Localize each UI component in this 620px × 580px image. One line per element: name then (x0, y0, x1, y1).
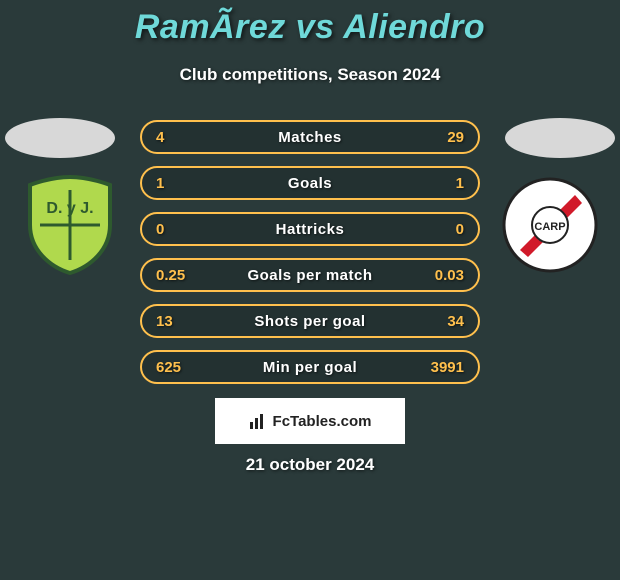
stat-left-value: 1 (156, 175, 206, 192)
badge-right-text: CARP (534, 221, 565, 233)
page-subtitle: Club competitions, Season 2024 (0, 65, 620, 85)
team-right-badge: CARP (500, 175, 600, 275)
stat-left-value: 4 (156, 129, 206, 146)
stat-label: Goals (206, 175, 414, 192)
stat-right-value: 1 (414, 175, 464, 192)
footer-brand-text: FcTables.com (273, 413, 372, 430)
stat-right-value: 3991 (414, 359, 464, 376)
stats-table: 4Matches29 1Goals1 0Hattricks0 0.25Goals pe… (140, 120, 480, 384)
player-left-silhouette (5, 118, 115, 158)
stat-label: Matches (206, 129, 414, 146)
stat-row: 0Hattricks0 (140, 212, 480, 246)
stat-row: 1Goals1 (140, 166, 480, 200)
stat-right-value: 34 (414, 313, 464, 330)
stat-left-value: 0 (156, 221, 206, 238)
player-right-silhouette (505, 118, 615, 158)
stat-right-value: 29 (414, 129, 464, 146)
team-left-badge: D. y J. (20, 175, 120, 275)
stat-label: Goals per match (206, 267, 414, 284)
stat-row: 0.25Goals per match0.03 (140, 258, 480, 292)
chart-icon (249, 412, 267, 430)
stat-left-value: 625 (156, 359, 206, 376)
stat-right-value: 0 (414, 221, 464, 238)
stat-left-value: 0.25 (156, 267, 206, 284)
stat-label: Shots per goal (206, 313, 414, 330)
footer-date: 21 october 2024 (0, 455, 620, 475)
stat-row: 13Shots per goal34 (140, 304, 480, 338)
stat-left-value: 13 (156, 313, 206, 330)
stat-row: 625Min per goal3991 (140, 350, 480, 384)
stat-row: 4Matches29 (140, 120, 480, 154)
page-title: RamÃrez vs Aliendro (0, 0, 620, 47)
stat-label: Hattricks (206, 221, 414, 238)
badge-left-text: D. y J. (46, 200, 93, 217)
stat-label: Min per goal (206, 359, 414, 376)
footer-brand-box[interactable]: FcTables.com (215, 398, 405, 444)
stat-right-value: 0.03 (414, 267, 464, 284)
